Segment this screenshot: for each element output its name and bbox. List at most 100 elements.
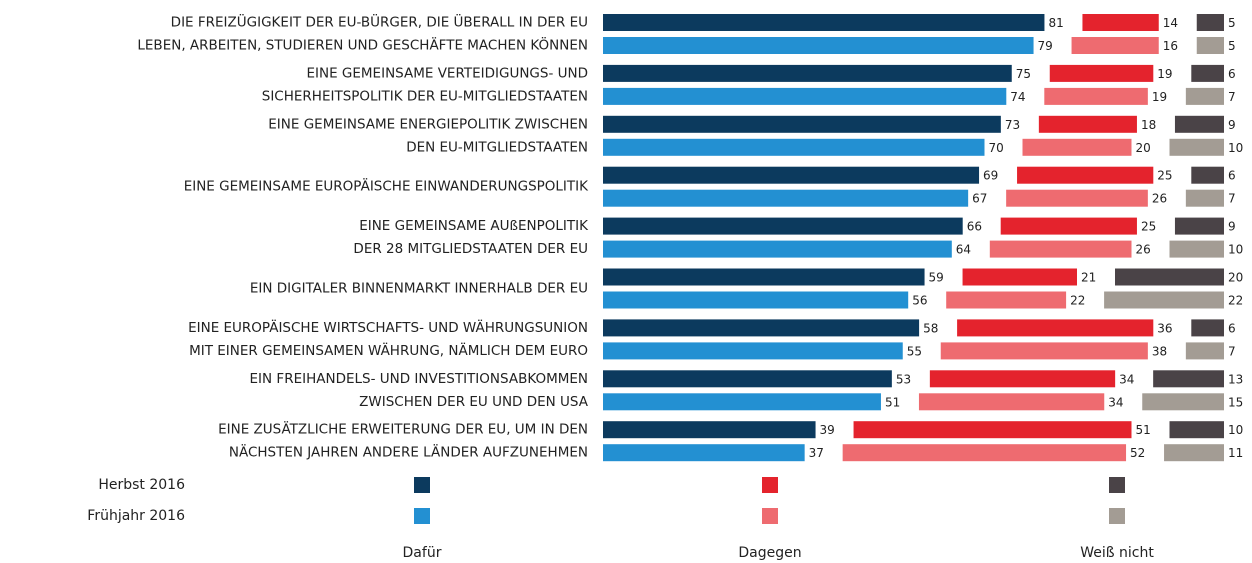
category-label: DIE FREIZÜGIGKEIT DER EU-BÜRGER, DIE ÜBE… [171, 13, 588, 31]
value-label: 73 [1005, 118, 1020, 132]
legend-group-label: Dafür [403, 545, 442, 561]
value-label: 6 [1228, 67, 1236, 81]
bar [918, 393, 1105, 411]
category-label: LEBEN, ARBEITEN, STUDIEREN UND GESCHÄFTE… [137, 36, 588, 54]
value-label: 16 [1163, 39, 1178, 53]
bar [603, 444, 805, 462]
bar [1017, 166, 1154, 184]
value-label: 74 [1010, 90, 1025, 104]
value-label: 20 [1228, 271, 1243, 285]
bar [1191, 64, 1224, 82]
category-label: ZWISCHEN DER EU UND DEN USA [359, 394, 589, 410]
legend-swatch [1109, 477, 1125, 493]
value-label: 6 [1228, 321, 1236, 335]
value-label: 26 [1136, 243, 1151, 257]
value-label: 52 [1130, 446, 1145, 460]
category-label: EIN FREIHANDELS- UND INVESTITIONSABKOMME… [250, 371, 588, 387]
bar [603, 166, 980, 184]
category-label: EINE ZUSÄTZLICHE ERWEITERUNG DER EU, UM … [218, 420, 588, 438]
value-label: 6 [1228, 169, 1236, 183]
bar [1174, 115, 1224, 133]
bar [853, 421, 1132, 439]
bar [1164, 444, 1224, 462]
category-label: EINE GEMEINSAME ENERGIEPOLITIK ZWISCHEN [268, 116, 588, 132]
value-label: 14 [1163, 16, 1178, 30]
legend-group-label: Dagegen [738, 545, 801, 561]
value-label: 7 [1228, 90, 1236, 104]
value-label: 34 [1119, 372, 1134, 386]
legend-swatch [762, 508, 778, 524]
bar [603, 138, 985, 156]
legend-group-label: Weiß nicht [1080, 545, 1154, 561]
value-label: 21 [1081, 271, 1096, 285]
bar [1142, 393, 1224, 411]
value-label: 5 [1228, 39, 1236, 53]
value-label: 66 [967, 220, 982, 234]
value-label: 69 [983, 169, 998, 183]
bar [603, 189, 969, 207]
bar [603, 115, 1001, 133]
value-label: 15 [1228, 395, 1243, 409]
bar [957, 319, 1154, 337]
bar [1169, 421, 1224, 439]
bar [1185, 189, 1224, 207]
bar [603, 217, 963, 235]
value-label: 53 [896, 372, 911, 386]
value-label: 38 [1152, 344, 1167, 358]
bar [603, 14, 1045, 31]
bar [603, 268, 925, 286]
category-label: EIN DIGITALER BINNENMARKT INNERHALB DER … [250, 281, 588, 297]
bar [1071, 37, 1159, 54]
category-label: MIT EINER GEMEINSAMEN WÄHRUNG, NÄMLICH D… [189, 341, 588, 359]
bar [603, 421, 816, 439]
category-label: EINE GEMEINSAME AUßENPOLITIK [359, 218, 589, 234]
value-label: 64 [956, 243, 971, 257]
value-label: 18 [1141, 118, 1156, 132]
value-label: 55 [907, 344, 922, 358]
value-label: 9 [1228, 220, 1236, 234]
category-label: SICHERHEITSPOLITIK DER EU-MITGLIEDSTAATE… [262, 88, 588, 104]
bar [1196, 14, 1224, 31]
value-label: 22 [1228, 294, 1243, 308]
bar [603, 342, 903, 360]
bar [989, 240, 1132, 258]
bar [1191, 319, 1224, 337]
category-label: EINE GEMEINSAME EUROPÄISCHE EINWANDERUNG… [184, 177, 589, 195]
value-label: 25 [1141, 220, 1156, 234]
bar [603, 87, 1007, 105]
bar [603, 64, 1012, 82]
legend-label: Herbst 2016 [98, 477, 185, 493]
value-label: 25 [1157, 169, 1172, 183]
value-label: 70 [989, 141, 1004, 155]
bar [603, 291, 909, 309]
bar [946, 291, 1067, 309]
category-label: DEN EU-MITGLIEDSTAATEN [406, 139, 588, 155]
bar [603, 393, 881, 411]
legend-swatch [414, 508, 430, 524]
bar [1049, 64, 1154, 82]
value-label: 22 [1070, 294, 1085, 308]
value-label: 10 [1228, 423, 1243, 437]
bar [1196, 37, 1224, 54]
value-label: 20 [1136, 141, 1151, 155]
value-label: 19 [1152, 90, 1167, 104]
legend-swatch [1109, 508, 1125, 524]
value-label: 34 [1108, 395, 1123, 409]
bar [1006, 189, 1148, 207]
value-label: 9 [1228, 118, 1236, 132]
value-label: 26 [1152, 192, 1167, 206]
bar [1044, 87, 1148, 105]
category-label: EINE EUROPÄISCHE WIRTSCHAFTS- UND WÄHRUN… [188, 318, 588, 336]
value-label: 59 [929, 271, 944, 285]
bar [603, 240, 952, 258]
value-label: 58 [923, 321, 938, 335]
legend-label: Frühjahr 2016 [87, 508, 185, 524]
value-label: 56 [912, 294, 927, 308]
bar [1104, 291, 1224, 309]
bar [1000, 217, 1137, 235]
category-label: NÄCHSTEN JAHREN ANDERE LÄNDER AUFZUNEHME… [229, 443, 588, 461]
value-label: 39 [820, 423, 835, 437]
value-label: 10 [1228, 141, 1243, 155]
bar [603, 370, 892, 388]
